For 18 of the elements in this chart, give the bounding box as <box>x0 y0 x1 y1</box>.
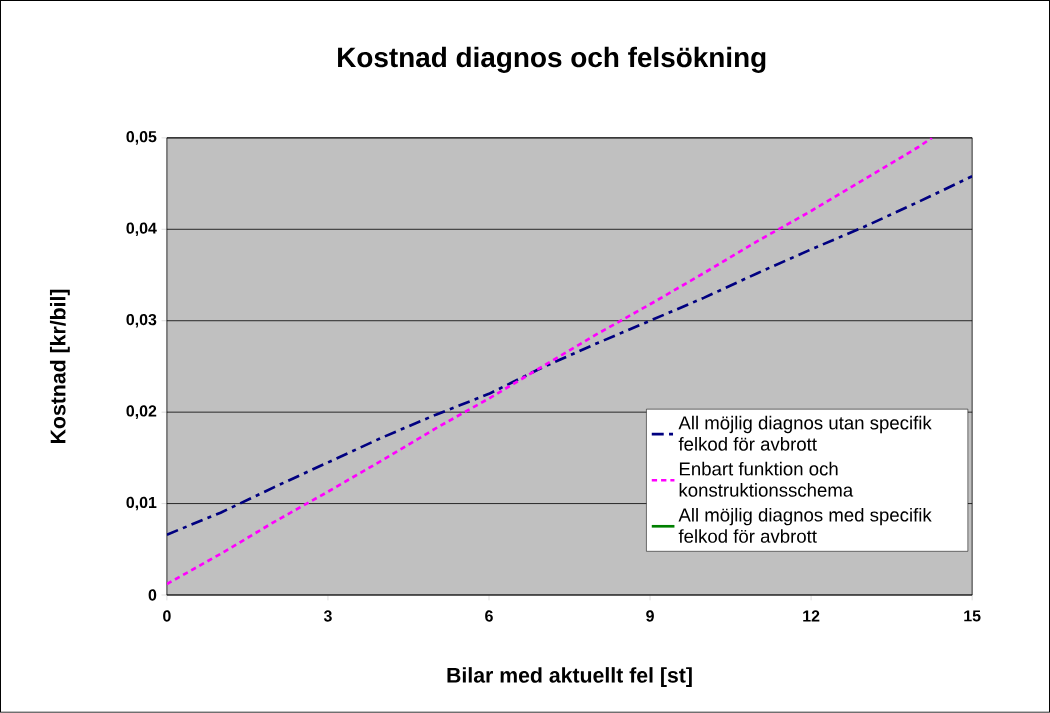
y-tick-label: 0,01 <box>126 496 157 511</box>
y-axis-title: Kostnad [kr/bil] <box>49 289 70 444</box>
x-tick-label: 3 <box>323 610 332 622</box>
chart-title: Kostnad diagnos och felsökning <box>338 46 766 73</box>
y-tick-label: 0,03 <box>126 313 157 328</box>
x-tick-label: 0 <box>163 610 171 622</box>
y-tick-label: 0,05 <box>126 131 157 145</box>
x-axis-title: Bilar med aktuellt fel [st] <box>447 667 692 688</box>
x-tick-label: 15 <box>964 610 981 622</box>
legend-label: All möjlig diagnos utan specifik felkod för avbrott <box>678 415 932 451</box>
y-tick-label: 0,02 <box>126 405 157 419</box>
legend-label: Enbart funktion och konstruktionsschema <box>679 461 854 497</box>
y-tick-label: 0,04 <box>126 222 157 237</box>
legend-label: All möjlig diagnos med specifik felkod för avbrott <box>678 507 932 543</box>
x-tick-label: 12 <box>803 610 820 622</box>
x-tick-label: 6 <box>485 610 493 622</box>
x-tick-label: 9 <box>646 610 654 622</box>
y-tick-label: 0 <box>148 589 157 601</box>
